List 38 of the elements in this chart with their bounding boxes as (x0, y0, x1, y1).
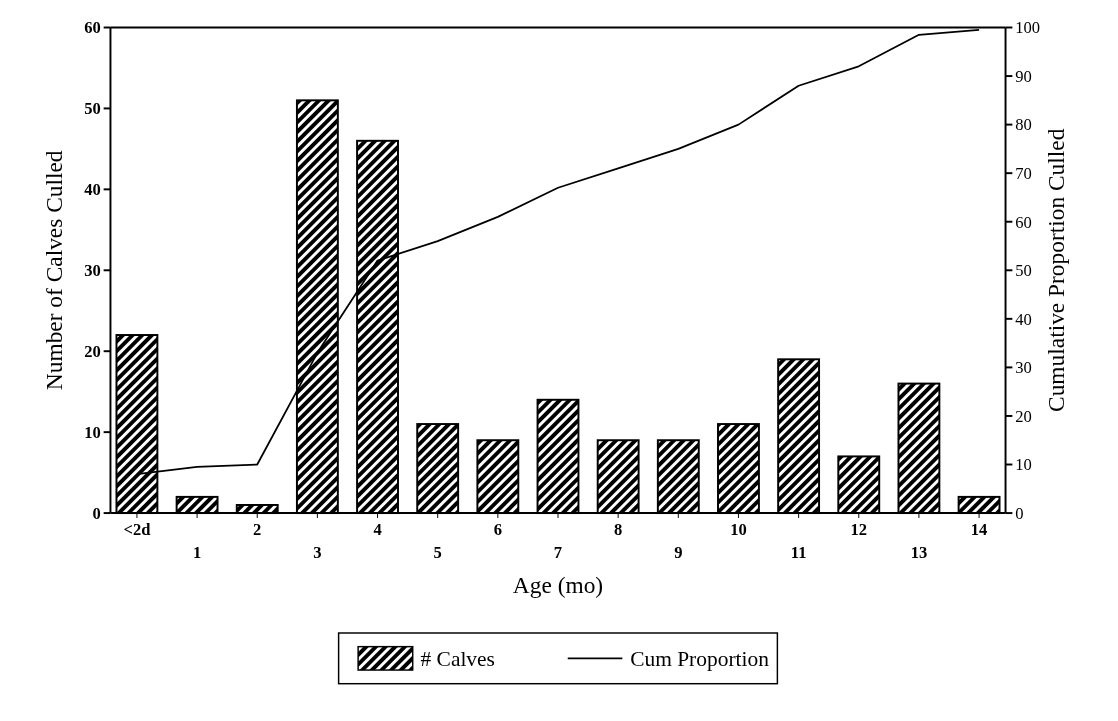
y2-tick-label: 10 (1015, 455, 1032, 475)
x-tick-label: 2 (253, 519, 262, 539)
legend-label: # Calves (420, 646, 495, 671)
y2-tick-label: 40 (1015, 309, 1032, 329)
y-tick-label: 10 (84, 422, 101, 442)
x-tick-label: 11 (790, 542, 807, 562)
y-tick-label: 30 (84, 261, 101, 281)
x-tick-label: 9 (674, 542, 683, 562)
x-tick-label: 4 (373, 519, 382, 539)
y2-axis-title: Cumulative Proportion Culled (1043, 128, 1070, 412)
y-tick-label: 40 (84, 180, 101, 200)
x-tick-label: 7 (553, 542, 563, 562)
y-tick-label: 60 (84, 18, 101, 38)
x-axis-title: Age (mo) (512, 572, 604, 599)
y2-tick-label: 30 (1015, 358, 1032, 378)
x-tick-label: 3 (313, 542, 322, 562)
x-tick-label: 13 (910, 542, 928, 562)
y2-tick-label: 80 (1015, 115, 1032, 135)
y-tick-label: 50 (84, 99, 101, 119)
y2-tick-label: 0 (1015, 503, 1024, 523)
x-tick-label: 12 (850, 519, 868, 539)
x-tick-label: 14 (970, 519, 988, 539)
x-tick-label: 8 (614, 519, 623, 539)
y2-tick-label: 60 (1015, 212, 1032, 232)
y-axis-title: Number of Calves Culled (40, 150, 67, 391)
y2-tick-label: 100 (1015, 18, 1041, 38)
y2-tick-label: 90 (1015, 66, 1032, 86)
y-tick-label: 0 (92, 503, 101, 523)
x-tick-label: 5 (433, 542, 442, 562)
x-tick-label: <2d (123, 519, 152, 539)
x-tick-label: 10 (730, 519, 747, 539)
x-tick-label: 6 (493, 519, 502, 539)
y2-tick-label: 50 (1015, 261, 1032, 281)
y2-tick-label: 70 (1015, 163, 1032, 183)
y2-tick-label: 20 (1015, 406, 1032, 426)
x-tick-label: 1 (192, 542, 202, 562)
legend-label: Cum Proportion (630, 646, 770, 671)
y-tick-label: 20 (84, 342, 101, 362)
